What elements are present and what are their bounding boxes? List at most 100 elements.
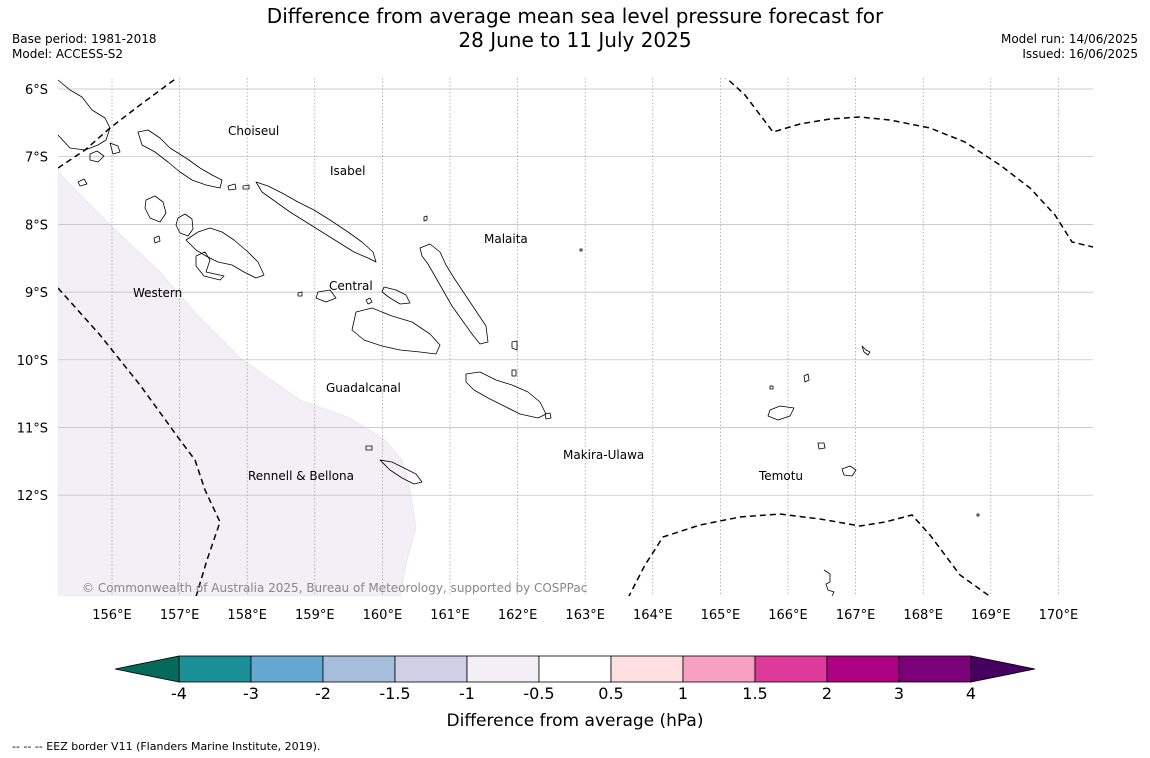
colorbar-segment [322,655,396,683]
label-temotu: Temotu [758,469,803,483]
province-labels: Choiseul Isabel Malaita Western Central … [133,124,803,483]
anuta-islet [976,513,980,517]
malaita-north-islet [423,215,428,222]
chart-title-line-1: Difference from average mean sea level p… [266,4,884,28]
longitude-label: 159°E [295,608,335,623]
longitude-label: 158°E [227,608,267,623]
model-text: Model: ACCESS-S2 [12,47,124,61]
longitude-label: 167°E [836,608,876,623]
colorbar-tick-label: 4 [966,684,976,703]
gizo-islet [153,235,161,244]
colorbar-tick-label: 3 [894,684,904,703]
utupua-islet [817,442,826,450]
longitude-label: 162°E [498,608,538,623]
choiseul-east-islet [227,183,250,191]
latitude-label: 12°S [17,489,48,504]
latitude-labels: 6°S 7°S 8°S 9°S 10°S 11°S 12°S [17,83,48,504]
isabel-outline [255,181,377,263]
colorbar-segment [826,655,900,683]
eez-border-north-east [725,78,1093,248]
longitude-label: 161°E [430,608,470,623]
duff-islets [861,345,871,356]
colorbar-segment [538,655,612,683]
colorbar-segment [754,655,828,683]
label-makira-ulawa: Makira-Ulawa [563,448,644,462]
latitude-label: 6°S [25,83,48,98]
issued-text: Issued: 16/06/2025 [1022,47,1138,61]
longitude-label: 157°E [160,608,200,623]
eez-border-north-west [58,78,178,169]
colorbar-tick-label: 1.5 [742,684,767,703]
longitude-labels: 156°E 157°E 158°E 159°E 160°E 161°E 162°E 163°E… [92,608,1078,623]
shortland-islet [77,178,88,187]
label-malaita: Malaita [484,232,528,246]
island-outlines [58,79,980,596]
sikaiana-islet [579,248,583,252]
colorbar-segment [394,655,468,683]
malaita-outline [419,243,489,345]
longitude-label: 160°E [363,608,403,623]
bougainville-outline [58,79,111,151]
russell-islands [297,289,337,303]
latitude-label: 10°S [17,354,48,369]
rennell-outline [379,459,423,485]
latitude-label: 7°S [25,151,48,166]
colorbar-segments [178,655,972,683]
vella-lavella-outline [144,195,167,223]
label-guadalcanal: Guadalcanal [326,381,401,395]
longitude-label: 170°E [1039,608,1079,623]
longitude-label: 166°E [768,608,808,623]
reef-islands-2 [769,385,774,390]
choiseul-outline [137,129,223,189]
rendova-outline [195,251,225,281]
colorbar-tick-label: -1.5 [379,684,410,703]
colorbar-low-extend [114,655,180,683]
nendo-outline [767,405,795,421]
colorbar-tick-label: -4 [171,684,187,703]
longitude-label: 169°E [971,608,1011,623]
bougainville-south-islets [89,142,121,163]
reef-islands-1 [803,373,810,383]
longitude-label: 163°E [565,608,605,623]
kolombangara-outline [175,213,194,237]
label-western: Western [133,286,182,300]
longitude-label: 165°E [701,608,741,623]
chart-title-line-2: 28 June to 11 July 2025 [458,28,692,52]
colorbar-segment [466,655,540,683]
colorbar-segment [178,655,252,683]
south-malaita-islet [511,340,518,351]
longitude-label: 164°E [633,608,673,623]
label-rennell-bellona: Rennell & Bellona [248,469,354,483]
bellona-islet [365,445,373,451]
colorbar-tick-labels: -4 -3 -2 -1.5 -1 -0.5 0.5 1 1.5 2 3 4 [171,684,976,703]
colorbar-tick-label: 0.5 [598,684,623,703]
latitude-label: 8°S [25,218,48,233]
colorbar-tick-label: -0.5 [523,684,554,703]
eez-border-south-east [628,513,991,596]
colorbar-tick-label: -2 [315,684,331,703]
nggela-islands [381,286,411,305]
tikopia-islets [823,569,835,596]
latitude-label: 9°S [25,286,48,301]
colorbar-tick-label: -3 [243,684,259,703]
savo-islet [365,297,373,305]
makira-east-islet [544,412,552,420]
makira-outline [465,371,547,419]
colorbar-tick-label: -1 [459,684,475,703]
colorbar-segment [250,655,324,683]
copyright-text: © Commonwealth of Australia 2025, Bureau… [82,581,587,595]
vanikoro-outline [841,465,857,477]
colorbar-label: Difference from average (hPa) [447,711,704,731]
base-period-text: Base period: 1981-2018 [12,32,157,46]
guadalcanal-outline [351,307,441,355]
ulawa-islet [511,369,517,377]
longitude-label: 156°E [92,608,132,623]
colorbar-tick-label: 2 [822,684,832,703]
colorbar: -4 -3 -2 -1.5 -1 -0.5 0.5 1 1.5 2 3 4 Difference fr… [114,655,1036,731]
colorbar-high-extend [970,655,1036,683]
latitude-label: 11°S [17,422,48,437]
eez-border-west [58,287,221,596]
map-area [58,78,1093,596]
longitude-label: 168°E [903,608,943,623]
